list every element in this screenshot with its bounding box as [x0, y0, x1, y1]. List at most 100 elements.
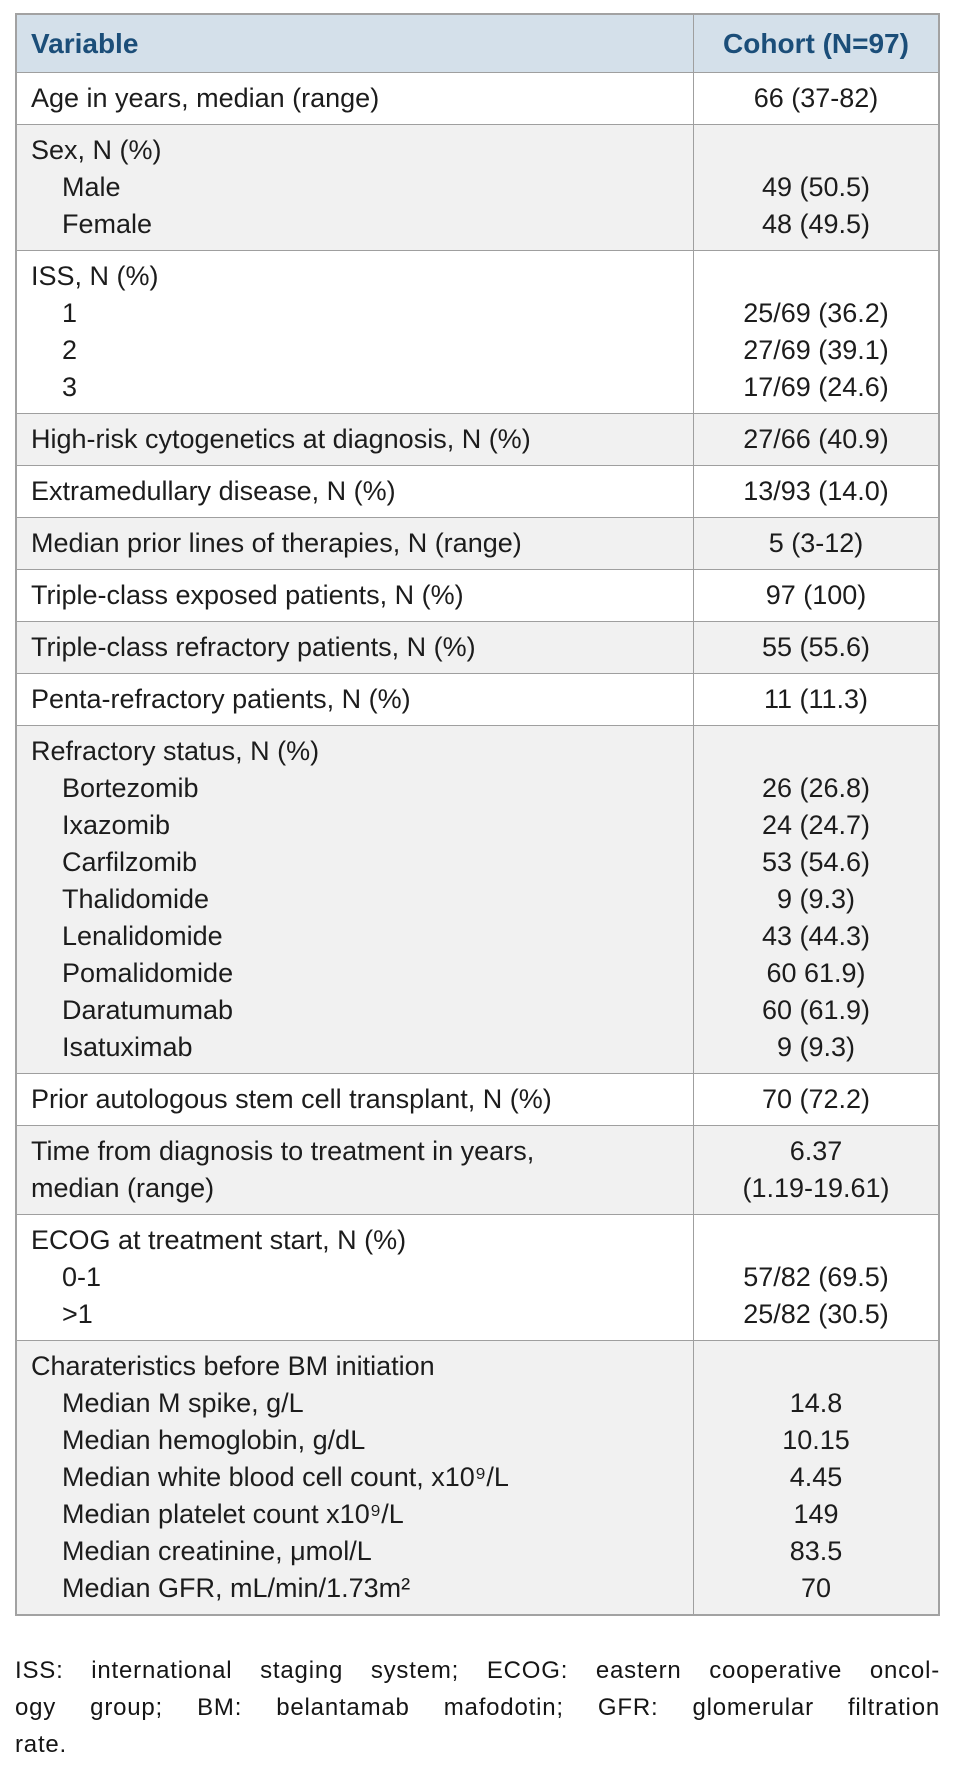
row-value: 9 (9.3) — [776, 884, 856, 914]
row-value: 25/82 (30.5) — [743, 1299, 889, 1329]
row-value: 9 (9.3) — [776, 1032, 856, 1062]
row-variable-cell: Triple-class refractory patients, N (%) — [17, 622, 693, 673]
row-sub-label: Male — [62, 172, 121, 202]
row-sub-label: Carfilzomib — [62, 847, 198, 877]
table-header-row: Variable Cohort (N=97) — [17, 15, 938, 73]
row-value: 24 (24.7) — [761, 810, 871, 840]
table-row: Extramedullary disease, N (%) 13/93 (14.0… — [17, 465, 938, 517]
row-label: Triple-class refractory patients, N (%) — [31, 632, 476, 662]
row-value: 53 (54.6) — [761, 847, 871, 877]
row-value: 5 (3-12) — [768, 528, 864, 558]
row-value: 11 (11.3) — [763, 684, 869, 714]
row-variable-cell: Median prior lines of therapies, N (rang… — [17, 518, 693, 569]
row-value: 13/93 (14.0) — [743, 476, 889, 506]
row-sub-label: 3 — [62, 372, 78, 402]
row-value-cell: 5 (3-12) — [693, 518, 938, 569]
row-value — [696, 1348, 936, 1385]
row-sub-label: Lenalidomide — [62, 921, 223, 951]
row-value: 83.5 — [789, 1536, 843, 1566]
table-row: Age in years, median (range) 66 (37-82) — [17, 73, 938, 124]
row-value: 60 (61.9) — [761, 995, 871, 1025]
footnote-line: rate. — [15, 1731, 68, 1758]
row-value: 70 (72.2) — [761, 1084, 871, 1114]
row-value: 4.45 — [789, 1462, 843, 1492]
row-variable-cell: Time from diagnosis to treatment in year… — [17, 1126, 693, 1214]
row-sub-label: Median creatinine, μmol/L — [62, 1536, 372, 1566]
table-row: Charateristics before BM initiation Media… — [17, 1340, 938, 1614]
row-value-cell: 97 (100) — [693, 570, 938, 621]
row-label: Time from diagnosis to treatment in year… — [31, 1136, 535, 1203]
row-sub-label: Pomalidomide — [62, 958, 234, 988]
row-sub-label: Female — [62, 209, 153, 239]
row-label: Triple-class exposed patients, N (%) — [31, 580, 464, 610]
row-label: Penta-refractory patients, N (%) — [31, 684, 411, 714]
row-value: 6.37 (1.19-19.61) — [742, 1136, 890, 1203]
row-value: 10.15 — [782, 1425, 850, 1455]
row-value: 55 (55.6) — [761, 632, 871, 662]
row-label: Median prior lines of therapies, N (rang… — [31, 528, 522, 558]
row-sub-label: 2 — [62, 335, 78, 365]
row-sub-label: Thalidomide — [62, 884, 210, 914]
row-variable-cell: Triple-class exposed patients, N (%) — [17, 570, 693, 621]
row-label: ISS, N (%) — [31, 261, 159, 291]
footnote-line: ISS: international staging system; ECOG:… — [15, 1657, 940, 1684]
row-variable-cell: Extramedullary disease, N (%) — [17, 466, 693, 517]
row-value — [696, 733, 936, 770]
row-value-cell: 66 (37-82) — [693, 73, 938, 124]
row-value-cell: 49 (50.5) 48 (49.5) — [693, 125, 938, 250]
row-label: Extramedullary disease, N (%) — [31, 476, 396, 506]
column-header-variable: Variable — [31, 28, 139, 59]
row-value-cell: 11 (11.3) — [693, 674, 938, 725]
table-row: High-risk cytogenetics at diagnosis, N (… — [17, 413, 938, 465]
row-label: Sex, N (%) — [31, 135, 162, 165]
row-variable-cell: ISS, N (%) 1 2 3 — [17, 251, 693, 413]
row-value-cell: 27/66 (40.9) — [693, 414, 938, 465]
row-variable-cell: Refractory status, N (%) Bortezomib Ixazom… — [17, 726, 693, 1073]
footnote-line: ogy group; BM: belantamab mafodotin; GFR… — [15, 1694, 940, 1721]
row-label: Refractory status, N (%) — [31, 736, 320, 766]
row-value: 60 61.9) — [766, 958, 866, 988]
table-row: Refractory status, N (%) Bortezomib Ixazom… — [17, 725, 938, 1073]
row-value: 70 — [800, 1573, 832, 1603]
row-value: 66 (37-82) — [753, 83, 879, 113]
row-sub-label: Median platelet count x10⁹/L — [62, 1499, 404, 1529]
row-variable-cell: Penta-refractory patients, N (%) — [17, 674, 693, 725]
row-sub-label: Median M spike, g/L — [62, 1388, 304, 1418]
row-label: ECOG at treatment start, N (%) — [31, 1225, 407, 1255]
row-value-cell: 13/93 (14.0) — [693, 466, 938, 517]
row-sub-label: Median GFR, mL/min/1.73m² — [62, 1573, 411, 1603]
baseline-characteristics-table: Variable Cohort (N=97) Age in years, med… — [15, 13, 940, 1616]
row-label: Prior autologous stem cell transplant, N… — [31, 1084, 552, 1114]
row-sub-label: 0-1 — [62, 1262, 102, 1292]
row-variable-cell: Prior autologous stem cell transplant, N… — [17, 1074, 693, 1125]
table-row: Sex, N (%) Male Female 49 (50.5) 48 (49.5) — [17, 124, 938, 250]
row-value: 149 — [793, 1499, 839, 1529]
table-row: ISS, N (%) 1 2 3 25/69 (36.2) 27/69 (39.1) 17/… — [17, 250, 938, 413]
row-value: 57/82 (69.5) — [743, 1262, 889, 1292]
row-value: 26 (26.8) — [761, 773, 871, 803]
row-label: Charateristics before BM initiation — [31, 1351, 435, 1381]
row-value: 27/69 (39.1) — [743, 335, 889, 365]
row-sub-label: 1 — [62, 298, 78, 328]
row-value — [696, 258, 936, 295]
row-sub-label: Isatuximab — [62, 1032, 193, 1062]
row-sub-label: Bortezomib — [62, 773, 199, 803]
row-value — [696, 1222, 936, 1259]
table-body: Age in years, median (range) 66 (37-82) Se… — [17, 73, 938, 1614]
table-row: Time from diagnosis to treatment in year… — [17, 1125, 938, 1214]
row-value — [696, 132, 936, 169]
row-variable-cell: Age in years, median (range) — [17, 73, 693, 124]
row-sub-label: >1 — [62, 1299, 93, 1329]
row-variable-cell: ECOG at treatment start, N (%) 0-1 >1 — [17, 1215, 693, 1340]
table-row: Prior autologous stem cell transplant, N… — [17, 1073, 938, 1125]
row-value-cell: 26 (26.8) 24 (24.7) 53 (54.6) 9 (9.3) 43 (44… — [693, 726, 938, 1073]
table-row: Median prior lines of therapies, N (rang… — [17, 517, 938, 569]
row-value: 97 (100) — [765, 580, 867, 610]
row-sub-label: Ixazomib — [62, 810, 171, 840]
row-value-cell: 57/82 (69.5) 25/82 (30.5) — [693, 1215, 938, 1340]
row-value: 14.8 — [789, 1388, 843, 1418]
footnote: ISS: international staging system; ECOG:… — [15, 1652, 940, 1763]
row-label: High-risk cytogenetics at diagnosis, N (… — [31, 424, 531, 454]
row-label: Age in years, median (range) — [31, 83, 380, 113]
table-row: Triple-class exposed patients, N (%) 97 (… — [17, 569, 938, 621]
